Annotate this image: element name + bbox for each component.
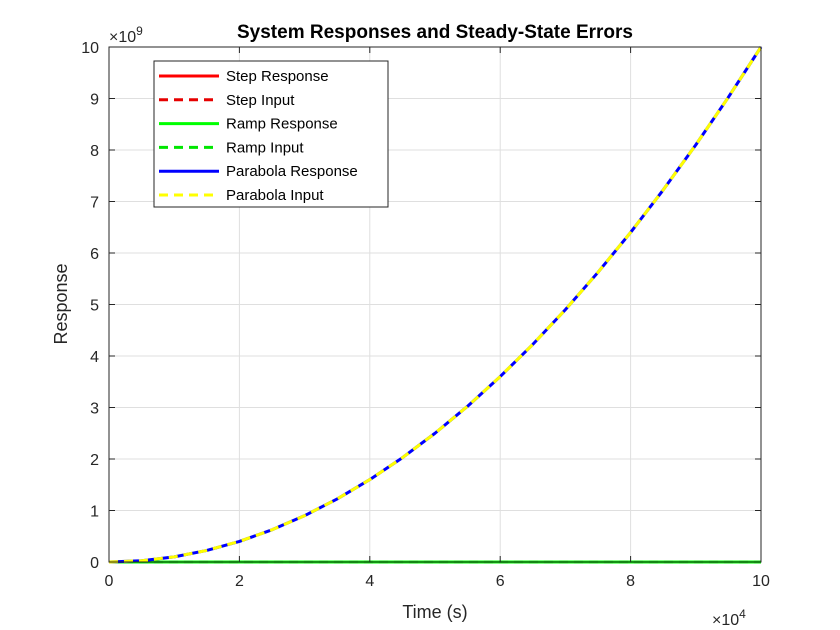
y-axis-label: Response bbox=[51, 263, 71, 344]
legend-label: Parabola Response bbox=[226, 163, 358, 180]
legend-box bbox=[153, 60, 389, 208]
y-exponent-power: 9 bbox=[136, 24, 143, 38]
x-tick-label: 4 bbox=[365, 573, 374, 590]
y-tick-label: 5 bbox=[90, 298, 99, 315]
y-tick-labels: 0 1 2 3 4 5 6 7 8 9 10 bbox=[81, 40, 99, 572]
y-tick-label: 6 bbox=[90, 246, 99, 263]
y-tick-label: 4 bbox=[90, 349, 99, 366]
y-exponent: ×109 bbox=[109, 24, 143, 46]
svg-text:×104: ×104 bbox=[712, 607, 746, 629]
x-exponent: ×104 bbox=[712, 607, 746, 629]
x-axis-label: Time (s) bbox=[402, 602, 467, 622]
series-line-parabola-input bbox=[108, 46, 763, 564]
y-tick-label: 2 bbox=[90, 452, 99, 469]
y-tick-label: 3 bbox=[90, 401, 99, 418]
y-tick-label: 9 bbox=[90, 92, 99, 109]
y-tick-label: 1 bbox=[90, 504, 99, 521]
x-tick-label: 10 bbox=[752, 573, 770, 590]
y-exponent-base: ×10 bbox=[109, 29, 136, 46]
legend-label: Parabola Input bbox=[226, 187, 324, 204]
legend-label: Ramp Input bbox=[226, 139, 304, 156]
legend-label: Step Input bbox=[226, 92, 295, 109]
y-tick-label: 8 bbox=[90, 143, 99, 160]
x-exponent-base: ×10 bbox=[712, 612, 739, 629]
ticks bbox=[108, 46, 762, 563]
y-tick-label: 7 bbox=[90, 195, 99, 212]
svg-text:×109: ×109 bbox=[109, 24, 143, 46]
x-exponent-power: 4 bbox=[739, 607, 746, 621]
x-tick-label: 0 bbox=[105, 573, 114, 590]
x-tick-labels: 0 2 4 6 8 10 bbox=[105, 573, 770, 590]
legend-label: Step Response bbox=[226, 68, 329, 85]
legend-label: Ramp Response bbox=[226, 116, 338, 133]
x-tick-label: 8 bbox=[626, 573, 635, 590]
y-tick-label: 0 bbox=[90, 555, 99, 572]
chart-title: System Responses and Steady-State Errors bbox=[237, 22, 633, 43]
legend-entries: Step Response Step Input Ramp Response Ramp… bbox=[159, 68, 358, 204]
legend: Step Response Step Input Ramp Response Ramp… bbox=[153, 60, 389, 208]
y-tick-label: 10 bbox=[81, 40, 99, 57]
x-tick-label: 6 bbox=[496, 573, 505, 590]
x-tick-label: 2 bbox=[235, 573, 244, 590]
